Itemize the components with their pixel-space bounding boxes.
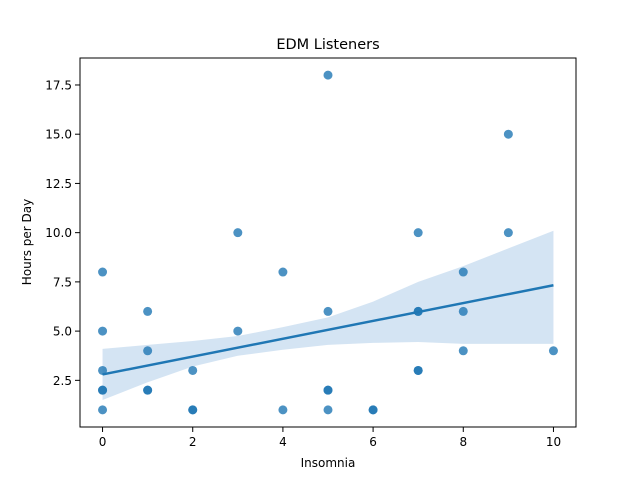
y-tick-label: 2.5 bbox=[53, 374, 72, 388]
data-point bbox=[98, 385, 108, 395]
points-layer bbox=[98, 70, 558, 415]
data-point bbox=[98, 326, 108, 336]
data-point bbox=[503, 129, 513, 139]
data-point bbox=[548, 346, 558, 356]
data-point bbox=[368, 405, 378, 415]
y-axis-ticks: 2.5 5.0 7.5 10.0 12.5 15.0 17.5 bbox=[45, 78, 80, 388]
x-tick-label: 10 bbox=[546, 435, 561, 449]
confidence-band-layer bbox=[102, 230, 554, 401]
x-tick-label: 4 bbox=[279, 435, 287, 449]
data-point bbox=[323, 70, 333, 80]
data-point bbox=[323, 385, 333, 395]
data-point bbox=[233, 228, 243, 238]
y-tick-label: 7.5 bbox=[53, 275, 72, 289]
data-point bbox=[458, 267, 468, 277]
data-point bbox=[278, 405, 288, 415]
x-tick-label: 8 bbox=[459, 435, 467, 449]
data-point bbox=[188, 365, 198, 375]
x-tick-label: 2 bbox=[189, 435, 197, 449]
y-tick-label: 15.0 bbox=[45, 128, 72, 142]
data-point bbox=[143, 346, 153, 356]
data-point bbox=[323, 306, 333, 316]
data-point bbox=[98, 267, 108, 277]
y-axis-label: Hours per Day bbox=[20, 199, 34, 285]
data-point bbox=[233, 326, 243, 336]
data-point bbox=[278, 267, 288, 277]
x-axis-label: Insomnia bbox=[301, 456, 356, 470]
data-point bbox=[323, 405, 333, 415]
x-axis-ticks: 0 2 4 6 8 10 bbox=[99, 427, 561, 449]
data-point bbox=[503, 228, 513, 238]
data-point bbox=[188, 405, 198, 415]
data-point bbox=[458, 346, 468, 356]
x-tick-label: 6 bbox=[369, 435, 377, 449]
x-tick-label: 0 bbox=[99, 435, 107, 449]
regression-line bbox=[102, 284, 554, 376]
plot-frame bbox=[79, 57, 577, 428]
regression-line-layer bbox=[102, 284, 554, 376]
y-tick-label: 17.5 bbox=[45, 78, 72, 92]
data-point bbox=[143, 306, 153, 316]
data-point bbox=[413, 228, 423, 238]
data-point bbox=[143, 385, 153, 395]
confidence-band bbox=[102, 230, 554, 401]
y-tick-label: 12.5 bbox=[45, 177, 72, 191]
data-point bbox=[413, 365, 423, 375]
data-point bbox=[458, 306, 468, 316]
y-tick-label: 10.0 bbox=[45, 226, 72, 240]
data-point bbox=[98, 405, 108, 415]
chart-title: EDM Listeners bbox=[276, 37, 379, 53]
y-tick-label: 5.0 bbox=[53, 325, 72, 339]
